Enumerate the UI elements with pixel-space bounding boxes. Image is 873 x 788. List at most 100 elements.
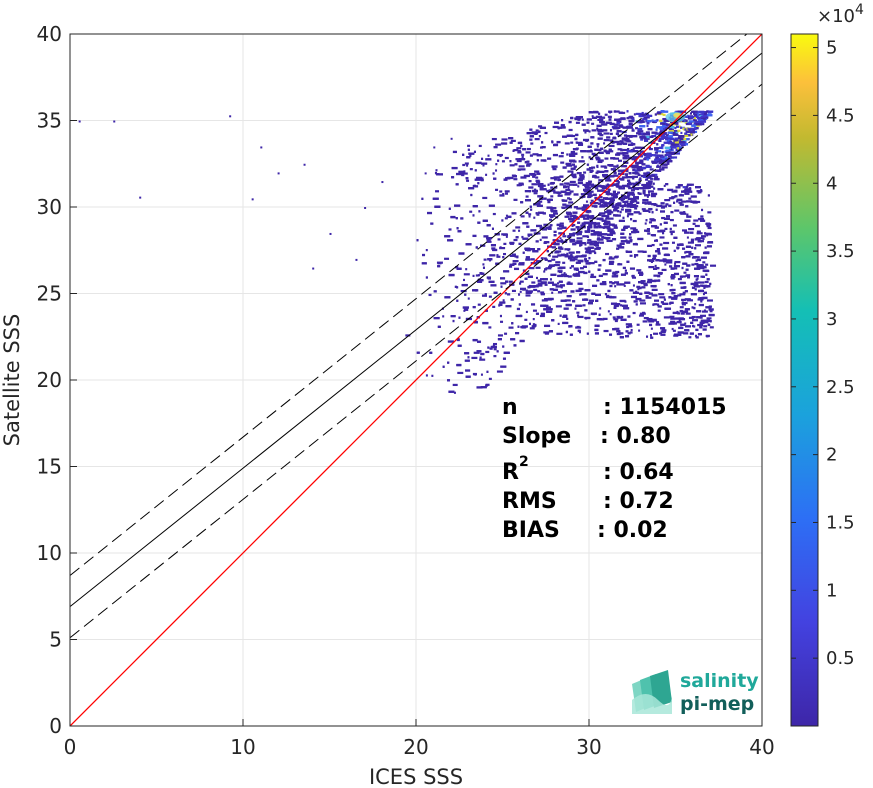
density-cell bbox=[687, 241, 694, 244]
density-cell bbox=[643, 116, 650, 119]
density-cell bbox=[609, 284, 613, 288]
density-cell bbox=[669, 265, 673, 268]
density-cell bbox=[572, 175, 577, 179]
density-cell bbox=[608, 116, 612, 119]
density-cell bbox=[702, 292, 705, 296]
density-cell bbox=[600, 147, 604, 150]
density-cell bbox=[680, 126, 683, 129]
density-cell bbox=[709, 310, 713, 313]
density-cell bbox=[635, 303, 638, 306]
density-cell bbox=[519, 280, 524, 283]
density-cell bbox=[535, 276, 538, 280]
density-cell bbox=[694, 113, 699, 116]
density-cell bbox=[677, 333, 682, 336]
density-cell bbox=[700, 215, 704, 218]
density-cell bbox=[688, 120, 695, 123]
density-cell bbox=[691, 124, 696, 127]
density-cell bbox=[504, 190, 510, 193]
density-cell bbox=[627, 197, 632, 201]
density-cell bbox=[552, 166, 555, 169]
density-cell bbox=[631, 128, 634, 131]
density-cell bbox=[642, 192, 646, 195]
x-tick-label: 20 bbox=[403, 735, 428, 759]
density-cell bbox=[669, 127, 673, 131]
density-cell bbox=[608, 110, 613, 113]
density-cell bbox=[557, 126, 563, 129]
density-cell bbox=[641, 286, 646, 289]
density-cell bbox=[677, 136, 681, 139]
density-cell bbox=[696, 265, 701, 269]
density-cell bbox=[526, 160, 530, 163]
density-cell bbox=[656, 204, 663, 208]
density-cell bbox=[654, 151, 658, 154]
density-cell bbox=[628, 119, 635, 123]
density-cell bbox=[697, 323, 704, 327]
density-cell bbox=[628, 236, 632, 239]
stat-r-label: R bbox=[502, 460, 519, 485]
density-cell bbox=[591, 129, 597, 132]
density-cell bbox=[670, 148, 673, 151]
density-cell bbox=[626, 205, 633, 208]
density-cell bbox=[673, 322, 677, 325]
density-cell bbox=[491, 137, 497, 141]
density-cell bbox=[497, 159, 500, 162]
density-cell bbox=[670, 143, 676, 146]
density-cell bbox=[654, 158, 660, 161]
density-cell bbox=[619, 299, 626, 303]
density-cell bbox=[605, 121, 612, 124]
density-cell bbox=[575, 133, 579, 137]
density-cell bbox=[614, 285, 617, 288]
density-cell bbox=[550, 186, 554, 189]
density-cell bbox=[597, 189, 604, 192]
density-cell bbox=[655, 208, 658, 211]
density-cell bbox=[543, 223, 549, 226]
density-cell bbox=[636, 167, 641, 170]
density-cell bbox=[628, 135, 633, 138]
density-cell bbox=[693, 306, 696, 310]
density-cell bbox=[686, 200, 693, 203]
density-cell bbox=[608, 262, 614, 266]
density-cell bbox=[533, 324, 537, 327]
density-cell bbox=[604, 157, 609, 160]
density-cell bbox=[425, 374, 428, 377]
density-cell bbox=[590, 136, 595, 139]
density-cell bbox=[646, 119, 651, 123]
density-cell bbox=[616, 247, 620, 250]
density-cell bbox=[586, 210, 591, 213]
outlier-point bbox=[364, 207, 367, 209]
density-cell bbox=[559, 314, 562, 317]
density-cell bbox=[612, 316, 616, 319]
density-cell bbox=[595, 187, 599, 190]
density-cell bbox=[559, 183, 564, 186]
density-cell bbox=[564, 299, 571, 302]
density-cell bbox=[607, 202, 613, 205]
stat-r-superscript: 2 bbox=[519, 454, 529, 470]
density-cell bbox=[529, 135, 534, 138]
density-cell bbox=[638, 169, 641, 172]
density-cell bbox=[638, 329, 641, 332]
density-cell bbox=[706, 114, 713, 117]
density-cell bbox=[703, 325, 708, 328]
density-cell bbox=[591, 122, 595, 125]
density-cell bbox=[452, 150, 457, 154]
density-cell bbox=[620, 236, 627, 239]
density-cell bbox=[684, 251, 687, 254]
density-cell bbox=[642, 209, 649, 212]
density-cell bbox=[691, 246, 694, 249]
density-cell bbox=[571, 171, 574, 175]
density-cell bbox=[641, 111, 644, 115]
density-cell bbox=[602, 173, 609, 177]
density-cell bbox=[626, 182, 632, 186]
density-cell bbox=[609, 232, 616, 235]
colorbar-tick-label: 5 bbox=[826, 38, 837, 59]
density-cell bbox=[701, 120, 707, 123]
density-cell bbox=[660, 327, 666, 330]
density-cell bbox=[609, 281, 613, 284]
density-cell bbox=[476, 350, 482, 353]
density-cell bbox=[564, 215, 570, 218]
density-cell bbox=[447, 361, 450, 364]
density-cell bbox=[569, 154, 576, 157]
density-cell bbox=[684, 290, 688, 293]
density-cell bbox=[467, 144, 471, 147]
density-cell bbox=[671, 156, 678, 159]
